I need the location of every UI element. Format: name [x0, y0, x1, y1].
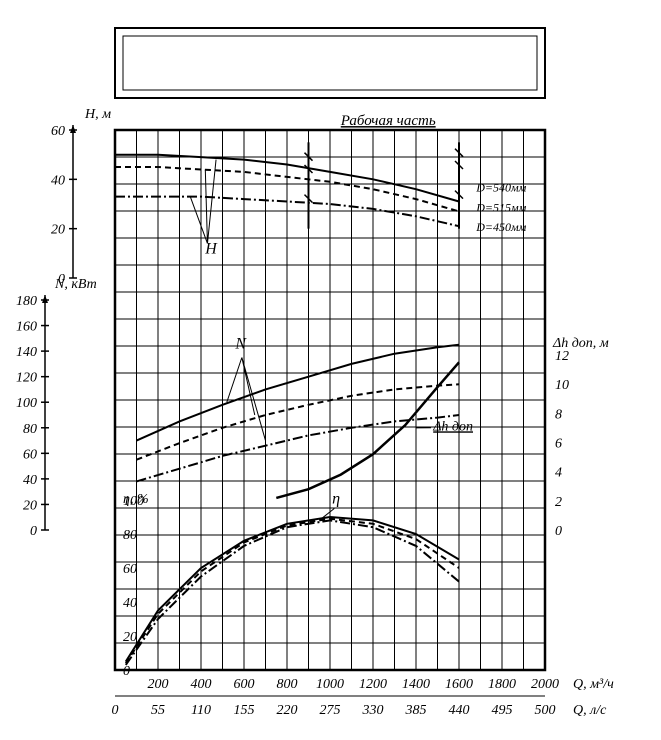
curve-N-515: [137, 384, 460, 459]
ytick-eta: 0: [123, 664, 130, 679]
ytick-N: 60: [23, 447, 37, 462]
xtick-ls: 500: [535, 703, 556, 718]
curve-N-450: [137, 415, 460, 481]
ytick-N: 180: [16, 294, 37, 309]
ytick-H: 20: [51, 223, 65, 238]
ytick-eta: 20: [123, 630, 137, 645]
xtick-m3h: 200: [148, 677, 169, 692]
xtick-m3h: 1800: [488, 677, 516, 692]
xtick-ls: 385: [405, 703, 427, 718]
ytick-N: 40: [23, 473, 37, 488]
xtick-m3h: 800: [277, 677, 298, 692]
ytick-dh: 12: [555, 349, 569, 364]
ytick-dh: 8: [555, 407, 562, 422]
xtick-ls: 55: [151, 703, 165, 718]
xtick-ls: 440: [449, 703, 470, 718]
ytick-dh: 4: [555, 466, 562, 481]
xtick-m3h: 400: [191, 677, 212, 692]
ytick-dh: 0: [555, 524, 562, 539]
ytick-H: 60: [51, 124, 65, 139]
xtick-ls: 330: [362, 703, 384, 718]
curve-eta-515: [126, 519, 459, 664]
ytick-eta: 40: [123, 596, 137, 611]
ytick-N: 100: [16, 396, 37, 411]
xtick-m3h: 1200: [359, 677, 387, 692]
ytick-H: 40: [51, 173, 65, 188]
annotation-eta: η: [332, 490, 340, 507]
xtick-m3h: 1400: [402, 677, 430, 692]
xtick-m3h: 1000: [316, 677, 344, 692]
ytick-N: 120: [16, 371, 37, 386]
ytick-N: 20: [23, 498, 37, 513]
annotation-dh: Δh доп: [432, 419, 473, 434]
ytick-eta: 80: [123, 528, 137, 543]
annotation-rabochaya: Рабочая часть: [340, 113, 436, 129]
ytick-N: 80: [23, 422, 37, 437]
xtick-ls: 110: [191, 703, 211, 718]
ytick-dh: 6: [555, 437, 562, 452]
xtick-ls: 495: [492, 703, 513, 718]
xtick-m3h: 2000: [531, 677, 559, 692]
xtick-m3h: 1600: [445, 677, 473, 692]
xtick-ls: 275: [320, 703, 341, 718]
x-axis-ls-label: Q, л/с: [573, 703, 607, 718]
y-axis-N-label: N, кВт: [54, 277, 97, 292]
ytick-dh: 2: [555, 495, 562, 510]
xtick-ls: 0: [112, 703, 119, 718]
ytick-eta: 100: [123, 494, 144, 509]
xtick-ls: 220: [277, 703, 298, 718]
annotation-D515: D=515мм: [475, 200, 526, 214]
curve-dh: [276, 362, 459, 498]
x-axis-m3h-label: Q, м³/ч: [573, 677, 614, 692]
y-axis-H-label: H, м: [84, 107, 111, 122]
ytick-eta: 60: [123, 562, 137, 577]
ytick-N: 0: [30, 524, 37, 539]
curve-N-540: [137, 345, 460, 441]
ytick-N: 160: [16, 320, 37, 335]
xtick-m3h: 600: [234, 677, 255, 692]
xtick-ls: 155: [234, 703, 255, 718]
annotation-D450: D=450мм: [475, 220, 526, 234]
annotation-N: N: [234, 336, 247, 353]
annotation-D540: D=540мм: [475, 181, 526, 195]
annotation-H: H: [204, 240, 218, 257]
title-box: [115, 28, 545, 98]
ytick-dh: 10: [555, 378, 569, 393]
ytick-N: 140: [16, 345, 37, 360]
